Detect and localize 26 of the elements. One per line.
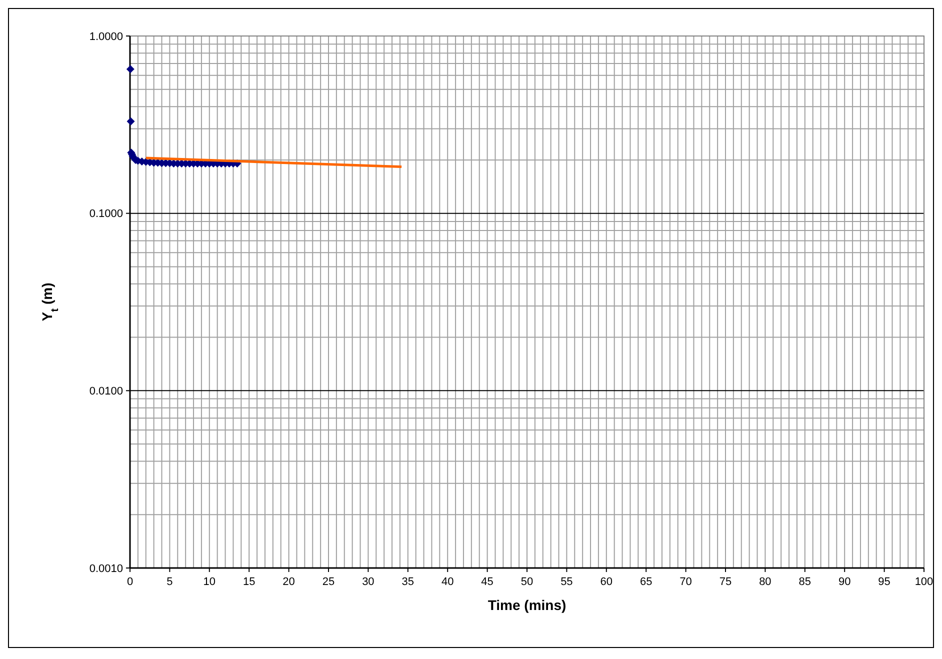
x-tick-label: 90 bbox=[838, 576, 851, 588]
x-tick-label: 5 bbox=[166, 576, 173, 588]
x-axis-title: Time (mins) bbox=[488, 597, 566, 613]
x-tick-label: 50 bbox=[520, 576, 534, 588]
x-tick-label: 45 bbox=[481, 576, 494, 588]
x-tick-label: 60 bbox=[600, 576, 613, 588]
x-tick-label: 65 bbox=[640, 576, 652, 588]
x-tick-label: 75 bbox=[719, 576, 732, 588]
x-tick-label: 25 bbox=[322, 576, 335, 588]
x-tick-label: 40 bbox=[441, 576, 454, 588]
x-tick-label: 55 bbox=[560, 576, 573, 588]
x-tick-label: 70 bbox=[680, 576, 692, 588]
x-tick-label: 20 bbox=[282, 576, 295, 588]
x-tick-label: 30 bbox=[362, 576, 374, 588]
x-tick-label: 15 bbox=[242, 576, 256, 588]
y-tick-label: 0.0100 bbox=[89, 386, 123, 398]
x-tick-label: 85 bbox=[798, 576, 812, 588]
x-tick-label: 95 bbox=[878, 576, 890, 588]
x-tick-label: 10 bbox=[203, 576, 216, 588]
y-tick-label: 0.0010 bbox=[89, 562, 123, 575]
x-tick-label: 0 bbox=[126, 576, 134, 588]
x-tick-label: 80 bbox=[759, 576, 772, 588]
y-tick-label: 1.0000 bbox=[89, 30, 123, 43]
y-tick-label: 0.1000 bbox=[89, 208, 123, 220]
x-tick-label: 35 bbox=[402, 576, 414, 588]
x-tick-label: 100 bbox=[914, 576, 934, 588]
